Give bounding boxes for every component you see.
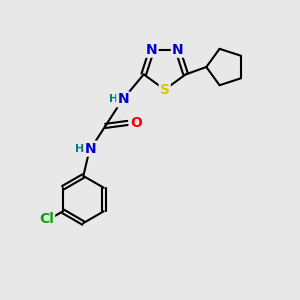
Text: Cl: Cl: [39, 212, 54, 226]
Text: S: S: [160, 82, 170, 97]
Text: N: N: [172, 43, 184, 57]
Text: H: H: [75, 144, 85, 154]
Text: N: N: [117, 92, 129, 106]
Text: N: N: [146, 43, 158, 57]
Text: N: N: [85, 142, 97, 156]
Text: H: H: [109, 94, 118, 104]
Text: O: O: [130, 116, 142, 130]
